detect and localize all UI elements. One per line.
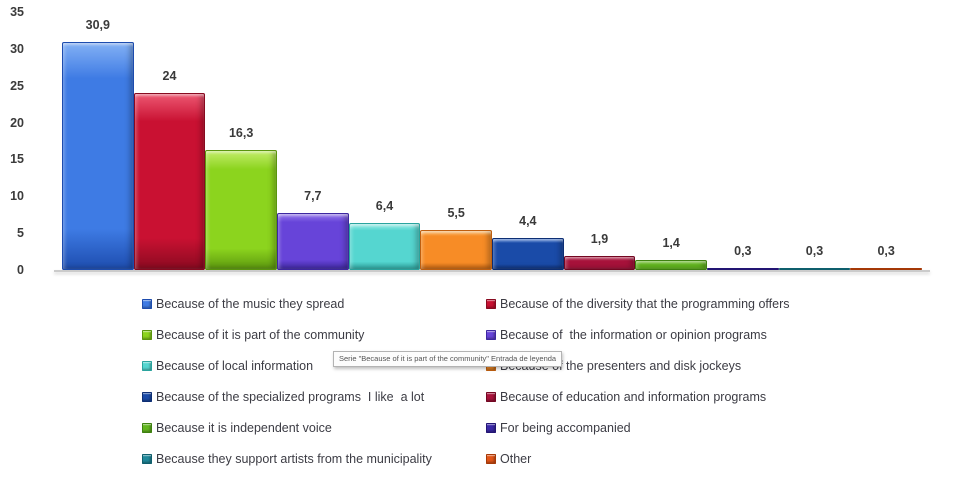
legend-swatch-icon	[142, 299, 152, 309]
legend-label: Because of the specialized programs I li…	[156, 390, 425, 404]
legend-label: Because of the diversity that the progra…	[500, 297, 790, 311]
legend-item-11[interactable]: Because they support artists from the mu…	[142, 452, 486, 466]
legend-item-5[interactable]: Because of local information	[142, 359, 486, 373]
legend-label: Because of the presenters and disk jocke…	[500, 359, 742, 373]
legend-label: Because of it is part of the community	[156, 328, 365, 342]
legend-item-10[interactable]: For being accompanied	[486, 421, 790, 435]
bar-9[interactable]	[635, 259, 707, 270]
y-tick-label: 20	[10, 115, 24, 130]
legend-label: Because they support artists from the mu…	[156, 452, 432, 466]
bar-value-label: 4,4	[519, 213, 537, 228]
legend-label: For being accompanied	[500, 421, 631, 435]
bar-value-label: 24	[162, 69, 177, 84]
x-axis-baseline	[54, 270, 930, 272]
legend-swatch-icon	[142, 330, 152, 340]
bar-10[interactable]	[707, 267, 779, 270]
legend-item-3[interactable]: Because of it is part of the community	[142, 328, 486, 342]
legend-label: Because of the music they spread	[156, 297, 345, 311]
y-axis: 35 30 25 20 15 10 5 0	[0, 0, 26, 290]
plot-area: 30,9 24 16,3 7,7 6,4 5,5 4,4 1,9 1,4 0,3 0,3 0,3	[62, 0, 922, 270]
legend-item-9[interactable]: Because it is independent voice	[142, 421, 486, 435]
legend-swatch-icon	[142, 392, 152, 402]
legend-tooltip: Serie "Because of it is part of the comm…	[333, 351, 563, 367]
y-tick-label: 10	[10, 189, 24, 204]
legend-item-12[interactable]: Other	[486, 452, 790, 466]
bar-3[interactable]	[205, 149, 277, 270]
legend-swatch-icon	[142, 361, 152, 371]
bar-value-label: 0,3	[877, 243, 895, 258]
y-tick-label: 35	[10, 5, 24, 19]
y-tick-label: 5	[17, 226, 24, 241]
legend-label: Because it is independent voice	[156, 421, 332, 435]
bar-2[interactable]	[133, 93, 206, 270]
legend-item-7[interactable]: Because of the specialized programs I li…	[142, 390, 486, 404]
y-tick-label: 30	[10, 41, 24, 56]
legend-swatch-icon	[142, 454, 152, 464]
legend-swatch-icon	[486, 454, 496, 464]
bar-4[interactable]	[277, 213, 349, 270]
bar-value-label: 5,5	[447, 205, 465, 220]
bar-6[interactable]	[420, 229, 492, 270]
bar-value-label: 7,7	[304, 189, 322, 204]
bar-value-label: 1,9	[590, 232, 609, 246]
legend-swatch-icon	[142, 423, 152, 433]
legend-item-1[interactable]: Because of the music they spread	[142, 297, 486, 311]
legend-label: Because of education and information pro…	[500, 390, 767, 404]
bar-value-label: 30,9	[85, 18, 110, 33]
bar-value-label: 6,4	[375, 198, 394, 213]
bar-value-label: 0,3	[734, 243, 752, 258]
legend-item-2[interactable]: Because of the diversity that the progra…	[486, 297, 790, 311]
bar-7[interactable]	[492, 237, 564, 270]
bar-1[interactable]	[62, 42, 134, 270]
chart-legend: Because of the music they spread Because …	[142, 297, 790, 466]
legend-item-6[interactable]: Because of the presenters and disk jocke…	[486, 359, 790, 373]
y-tick-label: 0	[17, 263, 24, 277]
legend-label: Because of the information or opinion pr…	[500, 328, 767, 342]
legend-label: Because of local information	[156, 359, 314, 373]
legend-item-4[interactable]: Because of the information or opinion pr…	[486, 328, 790, 342]
bar-11[interactable]	[778, 267, 851, 270]
y-tick-label: 15	[10, 152, 24, 167]
bar-5[interactable]	[348, 222, 421, 270]
bar-12[interactable]	[850, 267, 922, 270]
y-tick-label: 25	[10, 78, 24, 93]
legend-swatch-icon	[486, 423, 496, 433]
legend-item-8[interactable]: Because of education and information pro…	[486, 390, 790, 404]
legend-tooltip-text: Serie "Because of it is part of the comm…	[339, 354, 557, 363]
legend-swatch-icon	[486, 392, 496, 402]
legend-label: Other	[500, 452, 532, 466]
legend-swatch-icon	[486, 330, 496, 340]
bar-8[interactable]	[563, 256, 636, 270]
bar-value-label: 16,3	[228, 125, 254, 140]
legend-swatch-icon	[486, 299, 496, 309]
bar-value-label: 0,3	[805, 243, 824, 258]
bar-value-label: 1,4	[662, 235, 680, 250]
